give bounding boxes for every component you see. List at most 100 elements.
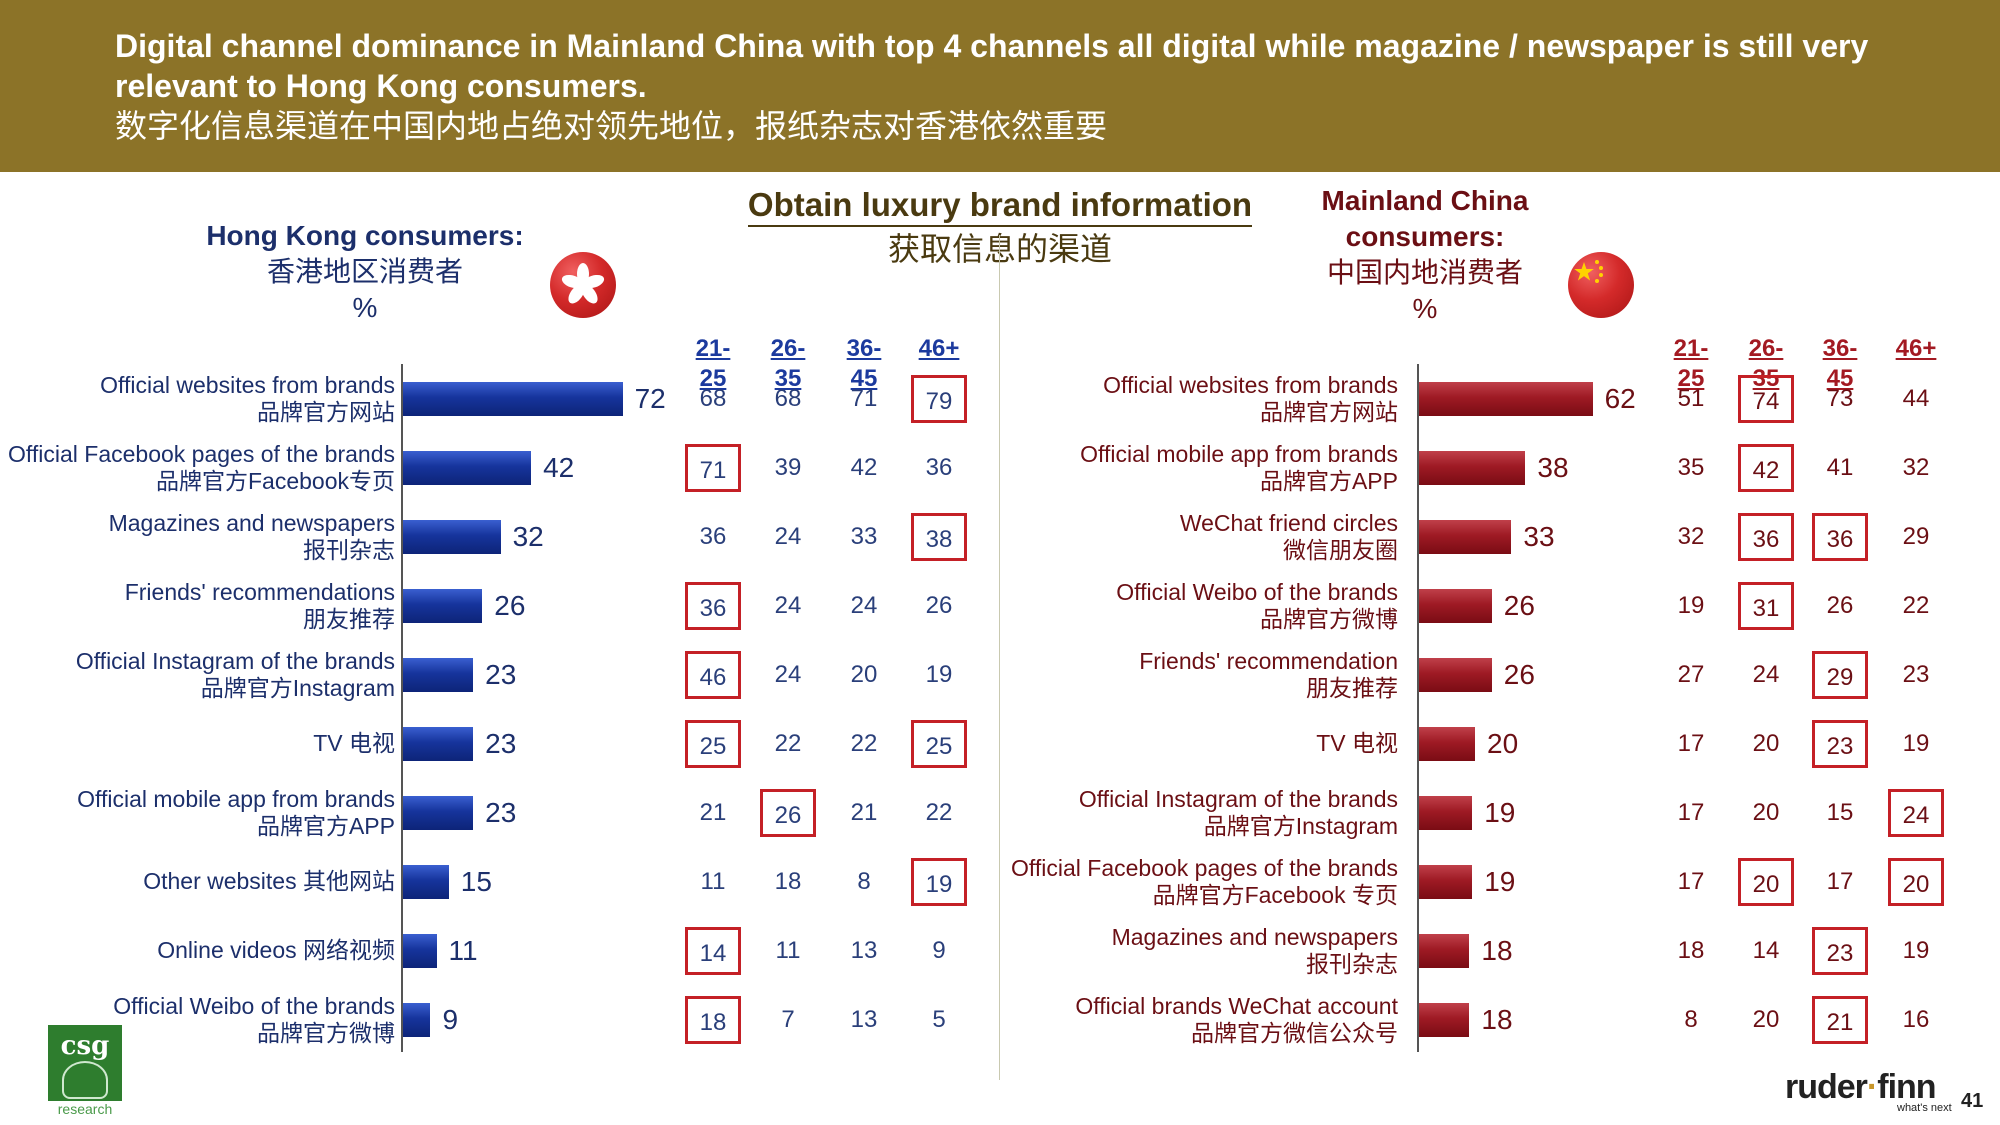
- cn-age-cell: 23: [1902, 661, 1930, 688]
- hk-bar-value: 15: [460, 866, 492, 897]
- cn-age-cell: 73: [1826, 385, 1854, 412]
- cn-age-cell: 41: [1826, 454, 1854, 481]
- cn-row-label: Official websites from brands 品牌官方网站: [838, 372, 1398, 426]
- cn-age-cell: 23: [1812, 927, 1868, 975]
- hk-age-cell: 20: [850, 661, 878, 688]
- cn-heading-unit: %: [1412, 293, 1438, 324]
- cn-age-cell: 74: [1738, 375, 1794, 423]
- hk-row-label: Friends' recommendations 朋友推荐: [0, 579, 395, 633]
- page-number: 41: [1961, 1090, 1984, 1112]
- hk-age-cell: 18: [774, 868, 802, 895]
- hk-age-cell: 71: [685, 444, 741, 492]
- ruder-finn-logo-dot: ·: [1866, 1068, 1878, 1106]
- cn-row-label-en: WeChat friend circles: [1179, 510, 1398, 536]
- cn-row-label: Official brands WeChat account 品牌官方微信公众号: [838, 993, 1398, 1047]
- cn-bar: [1419, 382, 1593, 416]
- hk-age-cell: 33: [850, 523, 878, 550]
- hk-row-label-en: Friends' recommendations: [124, 579, 395, 605]
- cn-age-cell: 17: [1826, 868, 1854, 895]
- hk-age-cell: 24: [774, 661, 802, 688]
- cn-age-cell: 20: [1752, 799, 1780, 826]
- cn-row-label-en: TV 电视: [1316, 730, 1398, 756]
- hk-row-label-zh: 报刊杂志: [303, 537, 395, 563]
- hk-age-cell: 22: [925, 799, 953, 826]
- hk-age-cell: 11: [700, 868, 726, 895]
- hk-row-label-en: TV 电视: [313, 730, 395, 756]
- hk-age-cell: 25: [911, 720, 967, 768]
- hk-row-label-en: Online videos 网络视频: [157, 937, 395, 963]
- hk-bar: [403, 451, 532, 485]
- center-title-en: Obtain luxury brand information: [747, 185, 1253, 227]
- hk-bar: [403, 658, 474, 692]
- cn-col-header: 46+: [1895, 335, 1937, 362]
- hk-col-header: 21-25: [695, 335, 731, 392]
- cn-panel-heading: Mainland China consumers: 中国内地消费者 %: [1305, 183, 1545, 327]
- cn-row-label-en: Friends' recommendation: [1139, 648, 1398, 674]
- cn-age-cell: 51: [1677, 385, 1705, 412]
- cn-bar: [1419, 727, 1475, 761]
- hk-age-cell: 13: [850, 937, 878, 964]
- hk-bar-value: 11: [448, 935, 478, 966]
- cn-bar: [1419, 658, 1492, 692]
- hk-age-cell: 39: [774, 454, 802, 481]
- cn-row-label-zh: 朋友推荐: [1306, 675, 1398, 701]
- center-title: Obtain luxury brand information 获取信息的渠道: [740, 185, 1260, 269]
- cn-bar: [1419, 451, 1526, 485]
- hk-age-cell: 68: [774, 385, 802, 412]
- hk-age-cell: 19: [925, 661, 953, 688]
- cn-bar-value: 26: [1503, 590, 1535, 621]
- center-title-zh: 获取信息的渠道: [887, 231, 1112, 267]
- cn-row-label-zh: 微信朋友圈: [1283, 537, 1398, 563]
- hk-row-label-zh: 品牌官方Instagram: [200, 675, 395, 701]
- hk-row-label: Magazines and newspapers 报刊杂志: [0, 510, 395, 564]
- ruder-finn-tagline: what's next: [1897, 1102, 1952, 1114]
- cn-row-label-zh: 品牌官方微信公众号: [1191, 1020, 1398, 1046]
- cn-row-label: WeChat friend circles 微信朋友圈: [838, 510, 1398, 564]
- cn-age-cell: 20: [1752, 730, 1780, 757]
- hk-age-cell: 24: [774, 592, 802, 619]
- hk-age-cell: 68: [699, 385, 727, 412]
- cn-heading-zh: 中国内地消费者: [1326, 257, 1523, 288]
- hk-bar-value: 32: [512, 521, 544, 552]
- cn-age-cell: 17: [1677, 868, 1705, 895]
- cn-age-cell: 22: [1902, 592, 1930, 619]
- hk-row-label-zh: 品牌官方Facebook专页: [155, 468, 395, 494]
- hk-row-label: Official Instagram of the brands 品牌官方Inst…: [0, 648, 395, 702]
- cn-axis: [1417, 364, 1419, 1052]
- hk-age-cell: 5: [932, 1006, 946, 1033]
- cn-age-cell: 27: [1677, 661, 1705, 688]
- cn-age-cell: 20: [1738, 858, 1794, 906]
- hk-row-label-en: Other websites 其他网站: [143, 868, 395, 894]
- cn-age-cell: 18: [1677, 937, 1705, 964]
- hk-row-label-zh: 品牌官方网站: [257, 399, 395, 425]
- cn-bar: [1419, 934, 1470, 968]
- cn-age-cell: 29: [1812, 651, 1868, 699]
- cn-row-label-zh: 品牌官方Instagram: [1203, 813, 1398, 839]
- hk-bar: [403, 382, 623, 416]
- cn-age-cell: 17: [1677, 730, 1705, 757]
- cn-age-cell: 8: [1684, 1006, 1698, 1033]
- hk-age-cell: 14: [685, 927, 741, 975]
- hk-bar-value: 23: [485, 797, 517, 828]
- hk-bar-value: 42: [543, 452, 575, 483]
- hk-bar: [403, 1003, 431, 1037]
- cn-age-cell: 15: [1826, 799, 1854, 826]
- hk-age-cell: 19: [911, 858, 967, 906]
- cn-age-cell: 29: [1902, 523, 1930, 550]
- cn-bar-value: 18: [1481, 1004, 1513, 1035]
- hk-col-header: 36-45: [846, 335, 882, 392]
- hk-row-label-en: Official websites from brands: [100, 372, 395, 398]
- cn-bar-value: 33: [1523, 521, 1555, 552]
- cn-age-cell: 24: [1888, 789, 1944, 837]
- cn-bar: [1419, 520, 1512, 554]
- hk-row-label-en: Official Instagram of the brands: [75, 648, 395, 674]
- cn-row-label: Official Weibo of the brands 品牌官方微博: [838, 579, 1398, 633]
- cn-col-header: 26-35: [1748, 335, 1784, 392]
- china-flag-icon: [1568, 252, 1634, 318]
- globe-icon: [62, 1061, 108, 1099]
- hk-bar: [403, 934, 437, 968]
- cn-row-label-zh: 品牌官方微博: [1260, 606, 1398, 632]
- cn-col-header: 21-25: [1673, 335, 1709, 392]
- cn-row-label-zh: 品牌官方网站: [1260, 399, 1398, 425]
- hk-age-cell: 7: [781, 1006, 795, 1033]
